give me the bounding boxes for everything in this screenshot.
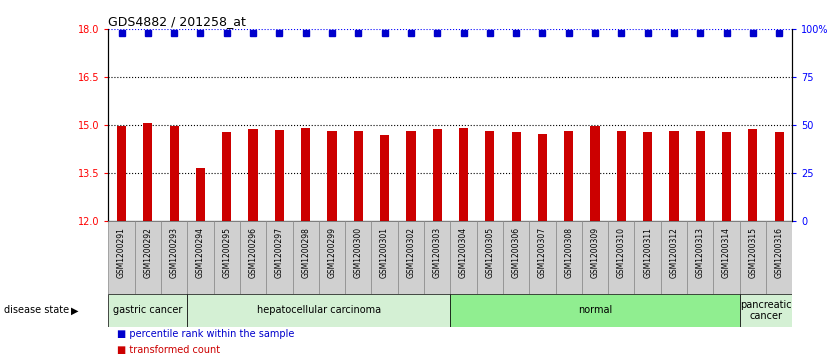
Text: GSM1200310: GSM1200310: [617, 227, 626, 278]
Bar: [108, 294, 188, 327]
Bar: [670, 131, 679, 221]
Text: GSM1200292: GSM1200292: [143, 227, 153, 278]
Bar: [143, 123, 153, 221]
Bar: [530, 221, 555, 294]
Bar: [380, 135, 389, 221]
Text: gastric cancer: gastric cancer: [113, 305, 183, 315]
Bar: [503, 221, 530, 294]
Bar: [616, 131, 626, 221]
Bar: [696, 131, 705, 221]
Text: GSM1200304: GSM1200304: [459, 227, 468, 278]
Text: GSM1200316: GSM1200316: [775, 227, 784, 278]
Text: GSM1200315: GSM1200315: [748, 227, 757, 278]
Text: GDS4882 / 201258_at: GDS4882 / 201258_at: [108, 15, 246, 28]
Bar: [424, 221, 450, 294]
Bar: [687, 221, 713, 294]
Bar: [214, 221, 240, 294]
Bar: [450, 294, 740, 327]
Bar: [319, 221, 345, 294]
Bar: [345, 221, 371, 294]
Text: normal: normal: [578, 305, 612, 315]
Bar: [328, 131, 337, 221]
Bar: [661, 221, 687, 294]
Bar: [274, 130, 284, 221]
Text: GSM1200312: GSM1200312: [670, 227, 678, 278]
Bar: [477, 221, 503, 294]
Bar: [538, 134, 547, 221]
Bar: [169, 126, 178, 221]
Text: GSM1200307: GSM1200307: [538, 227, 547, 278]
Text: GSM1200298: GSM1200298: [301, 227, 310, 278]
Text: disease state: disease state: [4, 305, 69, 315]
Bar: [117, 126, 126, 221]
Bar: [511, 132, 520, 221]
Bar: [635, 221, 661, 294]
Bar: [188, 294, 450, 327]
Bar: [555, 221, 582, 294]
Text: GSM1200306: GSM1200306: [511, 227, 520, 278]
Text: GSM1200294: GSM1200294: [196, 227, 205, 278]
Bar: [485, 131, 495, 221]
Text: GSM1200299: GSM1200299: [328, 227, 336, 278]
Bar: [161, 221, 188, 294]
Bar: [582, 221, 608, 294]
Text: GSM1200308: GSM1200308: [565, 227, 573, 278]
Bar: [748, 129, 757, 221]
Bar: [196, 168, 205, 221]
Text: GSM1200302: GSM1200302: [406, 227, 415, 278]
Bar: [766, 221, 792, 294]
Bar: [406, 131, 415, 221]
Text: GSM1200305: GSM1200305: [485, 227, 495, 278]
Bar: [722, 132, 731, 221]
Bar: [249, 129, 258, 221]
Text: hepatocellular carcinoma: hepatocellular carcinoma: [257, 305, 381, 315]
Bar: [301, 129, 310, 221]
Bar: [450, 221, 477, 294]
Text: GSM1200300: GSM1200300: [354, 227, 363, 278]
Bar: [293, 221, 319, 294]
Text: GSM1200291: GSM1200291: [117, 227, 126, 278]
Bar: [590, 126, 600, 221]
Bar: [740, 221, 766, 294]
Bar: [643, 132, 652, 221]
Text: GSM1200295: GSM1200295: [223, 227, 231, 278]
Text: GSM1200309: GSM1200309: [590, 227, 600, 278]
Text: ■ transformed count: ■ transformed count: [117, 345, 220, 355]
Bar: [398, 221, 424, 294]
Text: ▶: ▶: [71, 305, 78, 315]
Bar: [188, 221, 214, 294]
Text: GSM1200301: GSM1200301: [380, 227, 389, 278]
Bar: [775, 132, 784, 221]
Text: GSM1200296: GSM1200296: [249, 227, 258, 278]
Text: ■ percentile rank within the sample: ■ percentile rank within the sample: [117, 329, 294, 339]
Bar: [740, 294, 792, 327]
Bar: [135, 221, 161, 294]
Bar: [459, 129, 468, 221]
Bar: [240, 221, 266, 294]
Bar: [433, 129, 442, 221]
Bar: [608, 221, 635, 294]
Bar: [222, 132, 231, 221]
Text: GSM1200313: GSM1200313: [696, 227, 705, 278]
Text: GSM1200311: GSM1200311: [643, 227, 652, 278]
Bar: [564, 131, 573, 221]
Text: GSM1200314: GSM1200314: [722, 227, 731, 278]
Text: pancreatic
cancer: pancreatic cancer: [741, 299, 791, 321]
Text: GSM1200293: GSM1200293: [169, 227, 178, 278]
Bar: [108, 221, 135, 294]
Bar: [266, 221, 293, 294]
Text: GSM1200297: GSM1200297: [275, 227, 284, 278]
Bar: [371, 221, 398, 294]
Bar: [713, 221, 740, 294]
Text: GSM1200303: GSM1200303: [433, 227, 442, 278]
Bar: [354, 131, 363, 221]
